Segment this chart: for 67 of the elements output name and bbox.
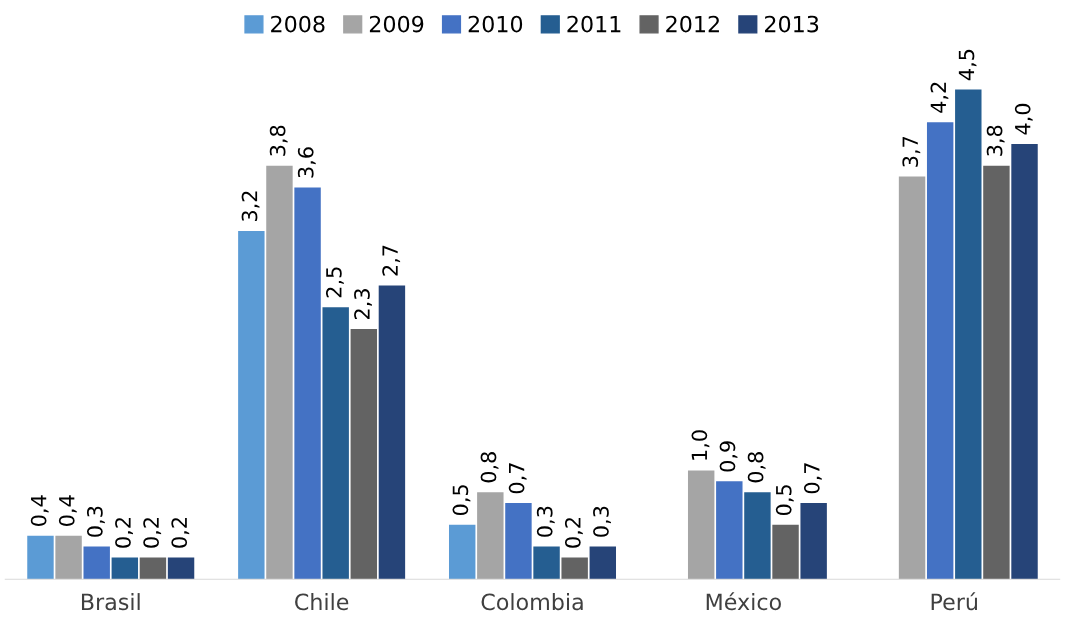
bar (378, 285, 406, 580)
x-tick-label: México (706, 592, 781, 611)
legend-label: 2012 (666, 15, 719, 33)
bar (533, 546, 560, 580)
data-label: 0,4 (58, 495, 77, 526)
x-tick-label: Brasil (81, 593, 140, 611)
bar (477, 492, 504, 580)
bar (505, 503, 532, 580)
bar (83, 546, 110, 580)
legend-label: 2011 (567, 15, 621, 33)
x-tick-label: Colombia (481, 593, 583, 611)
bar (238, 230, 265, 580)
bar (926, 122, 954, 580)
data-label: 3,7 (902, 136, 921, 167)
legend-label: 2010 (468, 15, 523, 33)
data-label: 0,5 (452, 485, 471, 516)
bar (898, 176, 926, 580)
data-label: 0,2 (143, 518, 162, 548)
data-label: 0,2 (115, 518, 133, 548)
data-label: 4,2 (930, 82, 949, 113)
bar (111, 557, 139, 580)
bar (772, 524, 799, 580)
data-label: 3,8 (986, 125, 1005, 156)
bar (687, 470, 715, 580)
bar (955, 89, 982, 580)
x-tick-label: Chile (295, 593, 349, 611)
data-label: 3,6 (297, 147, 316, 178)
bar (322, 307, 349, 580)
bar (27, 535, 54, 580)
bar (561, 557, 588, 580)
data-label: 0,5 (775, 485, 794, 516)
bar (800, 503, 827, 580)
bar (716, 481, 743, 580)
data-label: 3,8 (269, 125, 288, 156)
data-label: 0,4 (30, 495, 49, 526)
data-label: 0,3 (536, 506, 555, 537)
data-label: 0,2 (171, 518, 190, 548)
data-label: 0,3 (86, 506, 105, 537)
data-label: 3,2 (241, 191, 260, 222)
bar (744, 492, 771, 580)
data-label: 0,3 (593, 506, 611, 537)
bar (983, 165, 1010, 580)
data-label: 0,2 (564, 518, 583, 548)
bar (55, 535, 82, 580)
data-label: 2,5 (325, 267, 344, 298)
bar (167, 557, 195, 580)
data-label: 2,7 (382, 245, 401, 276)
data-label: 0,7 (803, 463, 822, 494)
bar (350, 328, 378, 580)
data-label: 4,0 (1014, 103, 1033, 135)
legend-label: 2008 (271, 15, 325, 33)
data-label: 2,3 (354, 289, 372, 320)
bar (1011, 143, 1038, 580)
data-label: 0,9 (719, 441, 738, 472)
bar (139, 557, 167, 580)
data-label: 4,5 (958, 49, 977, 81)
data-label: 0,8 (480, 452, 499, 483)
bar (589, 546, 616, 580)
data-label: 1,0 (691, 430, 710, 460)
data-label: 0,7 (508, 463, 527, 494)
bar (294, 187, 321, 580)
legend-label: 2009 (369, 15, 424, 33)
bar (449, 524, 476, 580)
data-label: 0,8 (747, 452, 766, 483)
x-tick-label: Perú (931, 592, 977, 611)
legend-label: 2013 (765, 15, 819, 33)
bar (266, 165, 293, 580)
